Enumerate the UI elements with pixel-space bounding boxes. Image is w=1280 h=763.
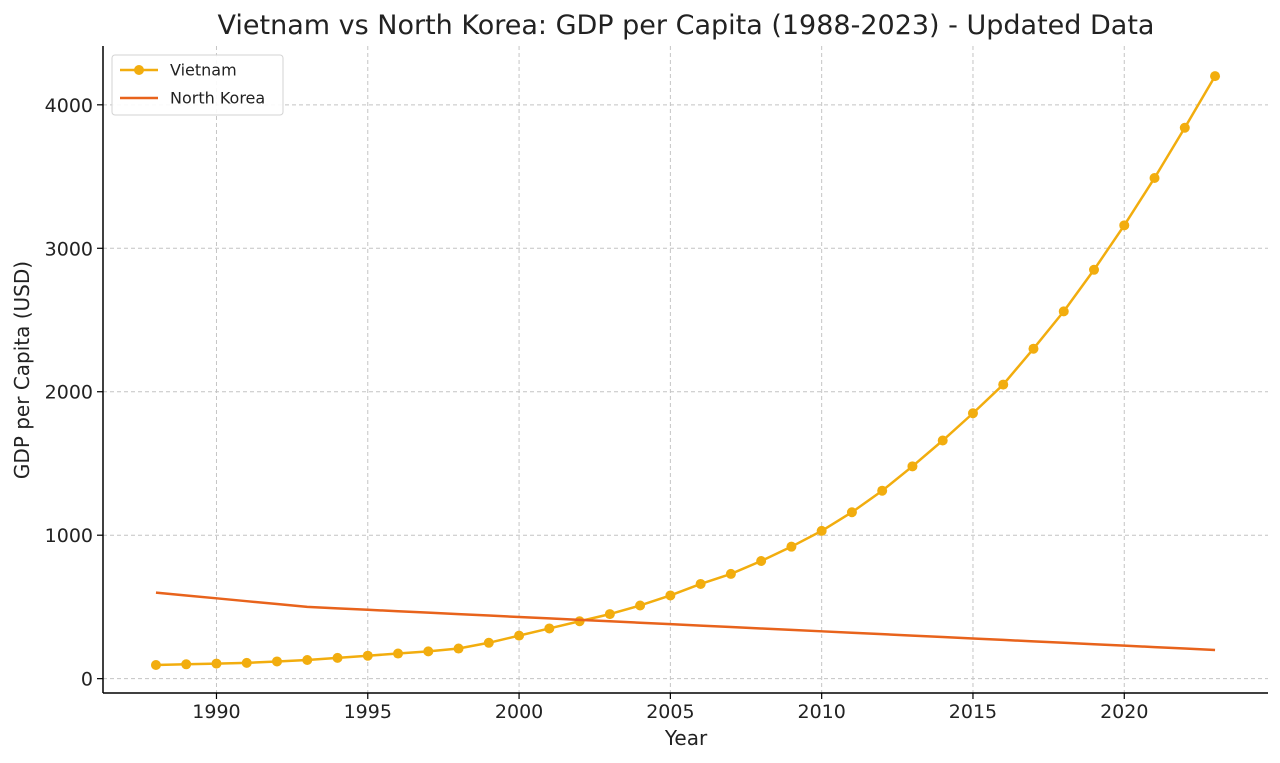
data-point <box>725 568 736 579</box>
x-tick-label: 1990 <box>192 701 240 723</box>
data-point <box>211 658 222 669</box>
data-point <box>756 556 767 567</box>
legend: Vietnam North Korea <box>111 54 284 116</box>
data-point <box>241 657 252 668</box>
data-point <box>514 630 525 641</box>
series-vietnam <box>150 71 1221 671</box>
x-tick-label: 2020 <box>1100 701 1148 723</box>
data-point <box>665 590 676 601</box>
data-point <box>786 541 797 552</box>
data-point <box>695 578 706 589</box>
data-point <box>1179 122 1190 133</box>
series-line <box>155 591 1216 652</box>
data-point <box>998 379 1009 390</box>
series-north-korea <box>155 591 1216 652</box>
grid <box>103 46 1268 693</box>
legend-label: North Korea <box>170 89 265 108</box>
data-point <box>1149 172 1160 183</box>
y-axis-label: GDP per Capita (USD) <box>10 261 34 479</box>
x-tick-label: 1995 <box>344 701 392 723</box>
x-tick-label: 2005 <box>646 701 694 723</box>
data-point <box>967 408 978 419</box>
series-line <box>155 75 1217 667</box>
data-point <box>937 435 948 446</box>
data-point <box>271 656 282 667</box>
data-point <box>846 507 857 518</box>
data-point <box>1119 220 1130 231</box>
x-tick-label: 2015 <box>949 701 997 723</box>
data-point <box>453 643 464 654</box>
legend-item: North Korea <box>120 89 265 108</box>
data-point <box>302 655 313 666</box>
data-point <box>1089 264 1100 275</box>
data-point <box>544 623 555 634</box>
chart-title: Vietnam vs North Korea: GDP per Capita (… <box>218 10 1155 41</box>
data-point <box>877 485 888 496</box>
data-point <box>816 525 827 536</box>
data-point <box>1028 343 1039 354</box>
x-tick-label: 2010 <box>797 701 845 723</box>
data-point <box>907 461 918 472</box>
data-point <box>1210 71 1221 82</box>
y-tick-label: 2000 <box>45 382 93 404</box>
data-point <box>393 648 404 659</box>
data-point <box>423 646 434 657</box>
y-tick-label: 3000 <box>45 238 93 260</box>
legend-label: Vietnam <box>170 61 237 80</box>
legend-item: Vietnam <box>120 61 237 80</box>
axes: 1990 1995 2000 2005 2010 2015 2020 0 1000 2000 300… <box>45 46 1268 723</box>
legend-marker <box>134 65 144 75</box>
x-axis-label: Year <box>664 726 708 750</box>
x-tick-label: 2000 <box>495 701 543 723</box>
y-tick-label: 1000 <box>45 525 93 547</box>
data-point <box>574 616 585 627</box>
data-point <box>150 660 161 671</box>
y-tick-label: 0 <box>81 669 93 691</box>
data-point <box>332 652 343 663</box>
data-point <box>604 609 615 620</box>
data-point <box>483 637 494 648</box>
y-tick-label: 4000 <box>45 95 93 117</box>
series-layer <box>150 71 1221 671</box>
data-point <box>181 659 192 670</box>
data-point <box>1058 306 1069 317</box>
data-point <box>635 600 646 611</box>
data-point <box>362 650 373 661</box>
